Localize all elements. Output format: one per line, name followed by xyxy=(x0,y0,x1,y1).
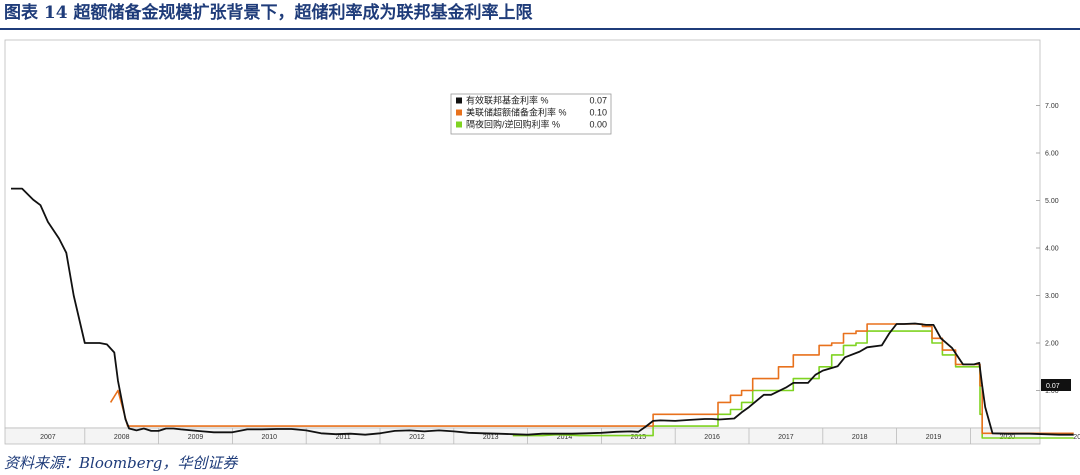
x-tick-label: 2021 xyxy=(1073,434,1080,441)
series-lines xyxy=(11,187,1074,439)
legend-box xyxy=(450,93,612,135)
legend-swatch xyxy=(456,109,462,116)
y-tick-label: 6.00 xyxy=(1045,151,1059,158)
x-tick-label: 2018 xyxy=(852,434,868,441)
legend-label: 隔夜回购/逆回购利率 % xyxy=(466,119,560,130)
legend-value: 0.10 xyxy=(589,108,607,118)
last-value-label: 0.07 xyxy=(1046,383,1060,390)
y-tick-label: 3.00 xyxy=(1045,293,1059,300)
legend-value: 0.07 xyxy=(589,96,607,106)
legend: 有效联邦基金利率 % 0.07 美联储超额储备金利率 % 0.10 隔夜回购/逆回购利率… xyxy=(450,93,612,135)
x-tick-label: 2013 xyxy=(483,434,499,441)
series-line-0 xyxy=(11,187,1074,436)
legend-label: 美联储超额储备金利率 % xyxy=(466,107,567,118)
x-axis: 2007 2008 2009 2010 2011 2012 2013 2014 2015 2016… xyxy=(40,428,1080,444)
y-tick-label: 7.00 xyxy=(1045,103,1059,110)
last-value-box xyxy=(1041,379,1071,391)
x-tick-label: 2015 xyxy=(631,434,647,441)
title-rule xyxy=(0,28,1080,30)
legend-swatch xyxy=(456,97,462,104)
x-tick-label: 2008 xyxy=(114,434,130,441)
legend-value: 0.00 xyxy=(589,120,607,130)
series-line-2 xyxy=(512,330,1074,439)
x-tick-label: 2010 xyxy=(262,434,278,441)
y-tick-label: 2.00 xyxy=(1045,341,1059,348)
x-tick-label: 2007 xyxy=(40,434,56,441)
y-tick-label: 1.00 xyxy=(1045,388,1059,395)
source-note: 资料来源：Bloomberg，华创证券 xyxy=(4,454,238,472)
x-tick-label: 2009 xyxy=(188,434,204,441)
y-tick-label: 5.00 xyxy=(1045,198,1059,205)
x-tick-label: 2016 xyxy=(704,434,720,441)
y-tick-label: 4.00 xyxy=(1045,246,1059,253)
x-tick-label: 2012 xyxy=(409,434,425,441)
x-tick-label: 2017 xyxy=(778,434,794,441)
legend-swatch xyxy=(456,121,462,128)
x-tick-label: 2011 xyxy=(336,434,351,441)
y-axis: 1.00 2.00 3.00 4.00 5.00 6.00 7.00 xyxy=(1036,103,1059,395)
last-value-tag: 0.07 xyxy=(1041,379,1071,391)
page-title: 图表 14 超额储备金规模扩张背景下，超储利率成为联邦基金利率上限 xyxy=(4,3,533,23)
legend-label: 有效联邦基金利率 % xyxy=(466,95,549,106)
x-tick-label: 2019 xyxy=(926,434,942,441)
x-tick-label: 2014 xyxy=(557,434,573,441)
